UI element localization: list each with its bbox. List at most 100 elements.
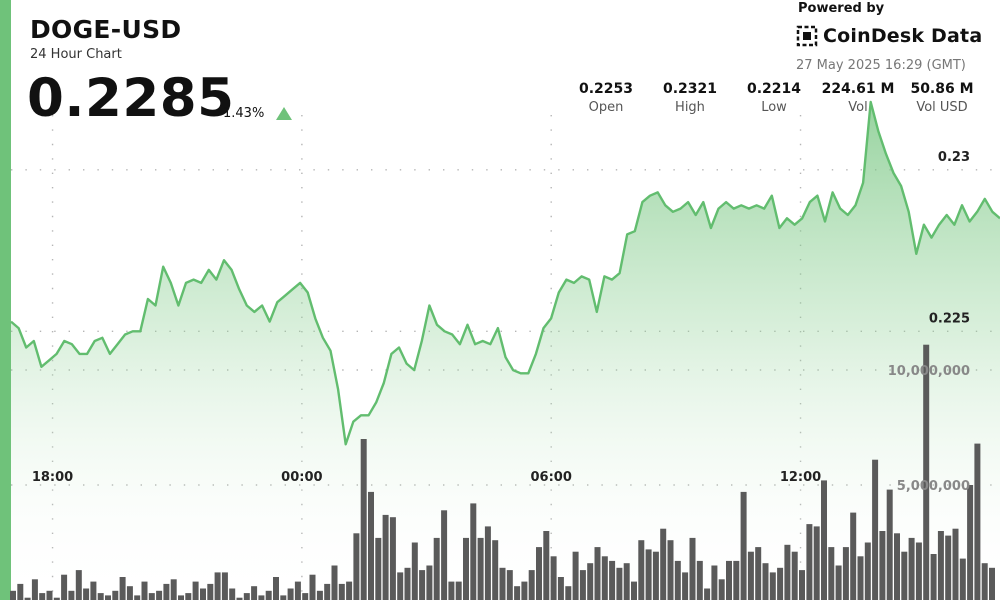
volume-bar [185,593,192,600]
volume-bar [747,551,754,600]
volume-bar [287,588,294,600]
volume-bar [894,533,900,600]
stat-low-value: 0.2214 [746,81,802,97]
volume-bar [331,565,338,600]
volume-bar [448,581,455,600]
volume-bar [959,558,966,600]
volume-bar [937,531,944,600]
accent-bar [0,0,11,600]
up-triangle-icon [276,107,292,120]
volume-bar [806,524,813,600]
volume-bar [660,528,667,600]
stat-vol-value: 224.61 M [821,81,895,97]
volume-bar [506,570,513,600]
volume-bar [726,560,732,600]
volume-bar [280,595,287,600]
volume-bar [221,572,228,600]
volume-bar [83,588,90,600]
volume-bar [53,597,60,600]
stat-vol-label: Vol [848,100,868,115]
volume-bar [762,563,769,600]
volume-bar [324,583,331,600]
volume-bar [39,593,46,600]
stat-open-value: 0.2253 [578,81,634,97]
volume-bar [68,590,75,600]
stat-vol-usd: 50.86 M Vol USD [897,81,987,115]
volume-bar [915,542,922,600]
volume-bar [587,563,594,600]
volume-bar [134,595,141,600]
volume-bar [499,567,506,600]
volume-bar [141,581,148,600]
volume-bar [316,590,323,600]
volume-bar [200,588,206,600]
volume-bar [842,547,849,600]
volume-bar [791,551,798,600]
volume-bar [536,547,542,600]
volume-bar [375,537,382,600]
volume-bar [711,565,718,600]
volume-bar [397,572,404,600]
volume-bar [382,514,389,600]
volume-bar [105,595,111,600]
volume-bar [477,537,484,600]
volume-bar [835,565,842,600]
volume-bar [821,480,827,600]
stat-low: 0.2214 Low [729,81,819,115]
volume-bar [981,563,988,600]
volume-tick-label: 5,000,000 [897,479,970,494]
volume-bar [557,577,564,600]
volume-bar [75,570,82,600]
stat-low-label: Low [761,100,787,115]
volume-bar [419,570,426,600]
stat-high: 0.2321 High [645,81,735,115]
volume-bar [565,586,572,600]
volume-bar [148,593,155,600]
powered-by-label: Powered by [798,1,885,16]
price-tick-label: 0.23 [938,150,970,165]
volume-bar [309,574,316,600]
stat-vol-usd-label: Vol USD [916,100,968,115]
volume-bar [652,551,659,600]
current-price: 0.2285 [27,68,235,129]
volume-bar [163,583,170,600]
volume-bar [492,540,499,600]
time-tick-label: 06:00 [531,470,572,485]
volume-bar [338,583,345,600]
volume-bar [455,581,462,600]
volume-bar [360,439,367,600]
brand-logo[interactable]: CoinDesk Data [796,25,982,47]
volume-bar [521,581,528,600]
volume-bar [470,503,477,600]
volume-bar [828,547,835,600]
volume-bar [10,590,16,600]
volume-bar [258,595,265,600]
volume-bar [923,344,930,600]
volume-bar [930,554,937,600]
volume-bar [433,537,440,600]
timestamp: 27 May 2025 16:29 (GMT) [796,58,966,73]
volume-bar [733,560,740,600]
volume-bar [17,583,24,600]
volume-bar [799,570,805,600]
volume-bar [755,547,762,600]
volume-bar [616,567,623,600]
volume-bar [126,586,133,600]
volume-bar [857,556,864,600]
volume-bar [674,560,681,600]
volume-bar [46,590,53,600]
volume-bar [90,581,97,600]
price-change-percent: 1.43% [223,106,265,121]
volume-bar [740,491,747,600]
volume-bar [682,572,689,600]
price-line [10,100,1000,446]
volume-bar [989,567,995,600]
volume-bar [886,489,893,600]
time-tick-label: 00:00 [281,470,322,485]
volume-bar [908,537,915,600]
volume-bar [572,551,579,600]
volume-bar [696,560,703,600]
volume-bar [251,586,258,600]
volume-bar [368,491,374,600]
